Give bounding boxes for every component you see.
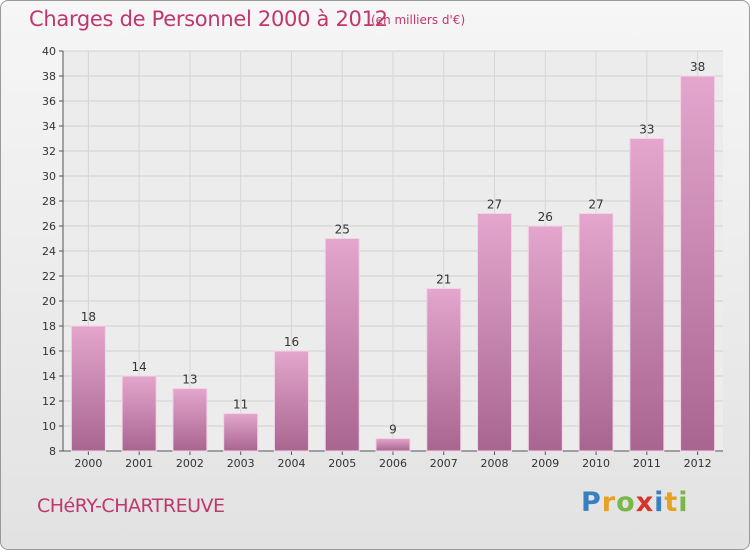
y-tick-label: 20 [42, 295, 56, 308]
chart-subtitle: (en milliers d'€) [371, 13, 466, 27]
y-tick-label: 14 [42, 370, 56, 383]
x-tick-label: 2009 [531, 457, 559, 470]
data-label: 13 [182, 373, 197, 387]
data-label: 33 [639, 123, 654, 137]
labels: 8 10 12 14 16 18 20 22 24 26 28 30 32 34 36 38 40 18 2000 1… [42, 45, 712, 470]
data-label: 27 [487, 198, 502, 212]
x-tick-label: 2003 [227, 457, 255, 470]
commune-name: CHéRY-CHARTREUVE [37, 495, 225, 517]
y-tick-label: 36 [42, 95, 56, 108]
logo-letter: i [678, 487, 689, 518]
logo-letter: o [616, 487, 636, 518]
data-label: 11 [233, 398, 248, 412]
data-label: 18 [81, 310, 96, 324]
data-label: 21 [436, 273, 451, 287]
x-tick-label: 2001 [125, 457, 153, 470]
bar [70, 325, 106, 452]
bar [578, 213, 614, 452]
x-tick-label: 2008 [481, 457, 509, 470]
x-tick-label: 2004 [277, 457, 305, 470]
bar [477, 213, 513, 452]
logo-letter: t [664, 487, 679, 518]
y-tick-label: 38 [42, 70, 56, 83]
data-label: 14 [132, 360, 147, 374]
bar [680, 75, 716, 452]
logo-letter: r [601, 487, 617, 518]
bars [70, 75, 716, 452]
data-label: 27 [588, 198, 603, 212]
chart-title: Charges de Personnel 2000 à 2012 [29, 7, 388, 31]
y-tick-label: 24 [42, 245, 56, 258]
x-tick-label: 2000 [74, 457, 102, 470]
y-tick-label: 12 [42, 395, 56, 408]
y-tick-label: 28 [42, 195, 56, 208]
y-tick-label: 8 [49, 445, 56, 458]
bar [273, 350, 309, 452]
bar [324, 238, 360, 452]
bar [426, 288, 462, 452]
logo-letter: i [654, 487, 665, 518]
bar [629, 138, 665, 452]
y-tick-label: 18 [42, 320, 56, 333]
y-tick-label: 30 [42, 170, 56, 183]
y-tick-label: 40 [42, 45, 56, 58]
x-tick-label: 2002 [176, 457, 204, 470]
bar [172, 388, 208, 452]
y-tick-label: 16 [42, 345, 56, 358]
data-label: 38 [690, 60, 705, 74]
y-tick-label: 26 [42, 220, 56, 233]
bar [375, 438, 411, 452]
proxiti-logo: Proxiti [581, 487, 689, 518]
bar [223, 413, 259, 452]
x-tick-label: 2010 [582, 457, 610, 470]
y-tick-label: 10 [42, 420, 56, 433]
x-tick-label: 2007 [430, 457, 458, 470]
x-tick-label: 2005 [328, 457, 356, 470]
grid-lines [63, 50, 723, 452]
y-tick-label: 32 [42, 145, 56, 158]
x-tick-label: 2011 [633, 457, 661, 470]
x-tick-label: 2012 [684, 457, 712, 470]
logo-letter: P [581, 487, 602, 518]
y-tick-label: 22 [42, 270, 56, 283]
data-label: 9 [389, 423, 397, 437]
data-label: 26 [538, 210, 553, 224]
logo-letter: x [635, 487, 655, 518]
data-label: 16 [284, 335, 299, 349]
bar [527, 225, 563, 452]
bar [121, 375, 157, 452]
data-label: 25 [335, 223, 350, 237]
y-tick-label: 34 [42, 120, 56, 133]
x-tick-label: 2006 [379, 457, 407, 470]
